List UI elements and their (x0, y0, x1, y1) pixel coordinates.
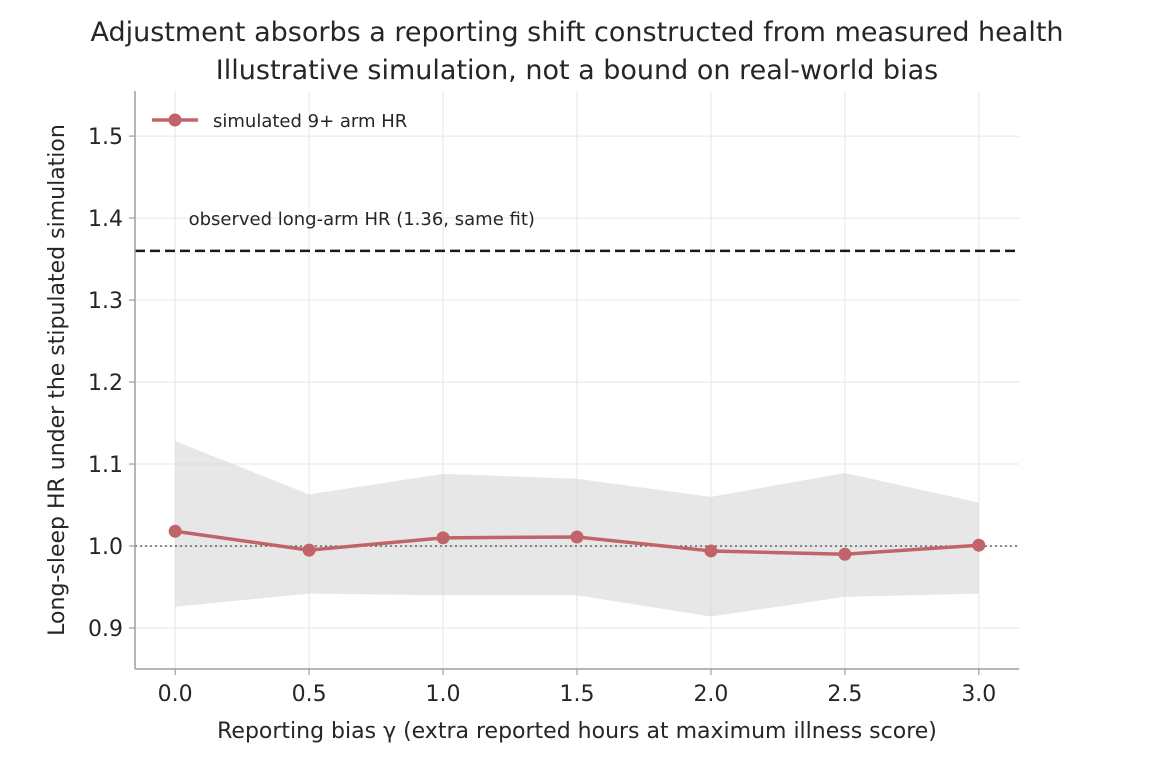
y-tick-label: 1.1 (88, 453, 123, 478)
y-tick-label: 1.5 (88, 125, 123, 150)
y-tick-label: 0.9 (88, 617, 123, 642)
x-tick-label: 0.0 (158, 682, 193, 707)
data-point (436, 531, 450, 545)
reference-lines: observed long-arm HR (1.36, same fit) (135, 209, 1019, 547)
data-point (302, 543, 316, 557)
grid (135, 91, 1019, 669)
x-tick-label: 1.0 (426, 682, 461, 707)
confidence-band (175, 441, 979, 617)
data-point (570, 530, 584, 544)
reference-line-label: observed long-arm HR (1.36, same fit) (189, 209, 535, 230)
y-tick-label: 1.4 (88, 207, 123, 232)
chart-title: Adjustment absorbs a reporting shift con… (90, 17, 1063, 48)
y-tick-label: 1.0 (88, 535, 123, 560)
legend-marker-swatch (168, 113, 182, 127)
y-tick-label: 1.3 (88, 289, 123, 314)
x-tick-label: 2.5 (827, 682, 862, 707)
x-tick-label: 0.5 (292, 682, 327, 707)
data-point (704, 544, 718, 558)
legend-entry-label: simulated 9+ arm HR (213, 111, 407, 132)
data-point (168, 524, 182, 538)
y-axis-ticks: 0.9 1.0 1.1 1.2 1.3 1.4 1.5 (88, 125, 135, 642)
x-axis-ticks: 0.0 0.5 1.0 1.5 2.0 2.5 3.0 (158, 669, 996, 707)
series-layer (168, 524, 986, 561)
x-tick-label: 3.0 (961, 682, 996, 707)
legend: simulated 9+ arm HR (152, 111, 407, 132)
data-point (838, 547, 852, 561)
y-axis-label: Long-sleep HR under the stipulated simul… (45, 124, 70, 636)
band-area-0 (175, 441, 979, 617)
chart-subtitle: Illustrative simulation, not a bound on … (216, 55, 938, 86)
x-tick-label: 1.5 (560, 682, 595, 707)
x-tick-label: 2.0 (693, 682, 728, 707)
data-point (972, 538, 986, 552)
y-tick-label: 1.2 (88, 371, 123, 396)
x-axis-label: Reporting bias γ (extra reported hours a… (217, 719, 937, 744)
